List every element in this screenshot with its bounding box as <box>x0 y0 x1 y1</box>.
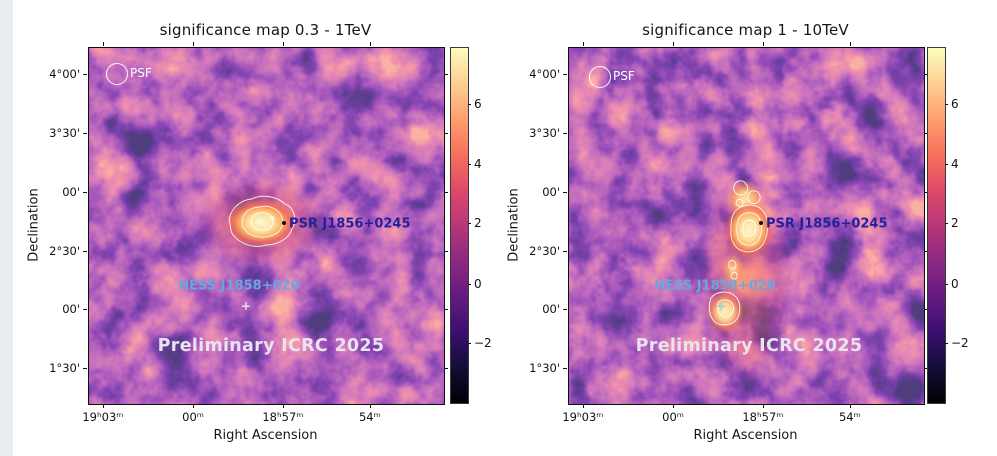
psf-label: PSF <box>613 69 635 83</box>
tick-label: 3°30' <box>49 126 80 141</box>
tick-label: 4 <box>951 157 959 172</box>
left-y-axis-label: Declination <box>26 188 42 262</box>
psf-circle <box>589 66 611 88</box>
tick-label: 19ʰ03ᵐ <box>82 410 124 424</box>
hess-source-label: HESS J1858+020 <box>178 278 300 294</box>
tick-mark <box>468 223 471 224</box>
tick-label: 00ᵐ <box>182 410 204 424</box>
tick-mark <box>282 42 284 46</box>
tick-mark <box>849 42 851 46</box>
tick-mark <box>468 343 471 344</box>
tick-mark <box>83 74 87 76</box>
tick-mark <box>83 250 87 252</box>
tick-label: 00' <box>62 302 80 317</box>
left-colorbar: 6 4 2 0 −2 <box>450 47 492 404</box>
tick-mark <box>102 42 104 46</box>
tick-mark <box>945 223 948 224</box>
tick-label: 4 <box>474 157 482 172</box>
hess-plus-marker: + <box>715 299 727 313</box>
psf-label: PSF <box>130 66 152 80</box>
tick-label: 3°30' <box>529 126 560 141</box>
tick-label: 19ʰ03ᵐ <box>562 410 604 424</box>
tick-mark <box>563 250 567 252</box>
right-significance-map: PSF PSR J1856+0245 HESS J1858+020 + Prel… <box>568 47 925 405</box>
psf-circle <box>106 63 128 85</box>
right-x-axis-label: Right Ascension <box>693 428 798 443</box>
tick-mark <box>762 42 764 46</box>
left-significance-map: PSF PSR J1856+0245 HESS J1858+020 + Prel… <box>88 47 445 405</box>
tick-label: 00' <box>62 184 80 199</box>
tick-label: 0 <box>474 277 482 292</box>
tick-label: 1°30' <box>529 361 560 376</box>
psr-source-label: PSR J1856+0245 <box>766 216 888 232</box>
tick-label: 18ʰ57ᵐ <box>262 410 304 424</box>
tick-label: 4°00' <box>529 67 560 82</box>
tick-label: 00' <box>542 302 560 317</box>
tick-mark <box>563 368 567 370</box>
tick-label: 1°30' <box>49 361 80 376</box>
left-plot-title: significance map 0.3 - 1TeV <box>159 21 372 39</box>
preliminary-watermark: Preliminary ICRC 2025 <box>157 336 385 356</box>
tick-mark <box>193 42 195 46</box>
tick-label: 6 <box>474 97 482 112</box>
tick-mark <box>83 191 87 193</box>
right-y-axis-label: Declination <box>506 188 522 262</box>
tick-mark <box>83 368 87 370</box>
tick-mark <box>83 133 87 135</box>
tick-label: 54ᵐ <box>358 410 381 424</box>
tick-mark <box>563 74 567 76</box>
right-plot-title: significance map 1 - 10TeV <box>642 21 849 39</box>
right-significance-contours <box>708 180 769 326</box>
tick-mark <box>945 164 948 166</box>
tick-label: 18ʰ57ᵐ <box>742 410 784 424</box>
preliminary-watermark: Preliminary ICRC 2025 <box>635 336 863 356</box>
tick-label: 4°00' <box>49 67 80 82</box>
tick-label: 2°30' <box>49 243 80 258</box>
psr-source-label: PSR J1856+0245 <box>289 216 411 232</box>
tick-label: 2 <box>474 216 482 230</box>
tick-mark <box>582 42 584 46</box>
tick-mark <box>468 284 471 286</box>
psr-marker-dot <box>759 221 763 225</box>
page-left-margin-strip <box>0 0 13 456</box>
tick-label: 54ᵐ <box>838 410 861 424</box>
tick-mark <box>945 284 948 286</box>
hess-plus-marker: + <box>240 299 252 313</box>
tick-label: 6 <box>951 97 959 112</box>
tick-label: 0 <box>951 277 959 292</box>
tick-mark <box>563 191 567 193</box>
left-significance-contours <box>229 195 296 247</box>
tick-label: 00' <box>542 184 560 199</box>
tick-label: −2 <box>951 336 969 350</box>
tick-mark <box>563 309 567 311</box>
tick-label: 2°30' <box>529 243 560 258</box>
tick-label: 2 <box>951 216 959 230</box>
tick-label: −2 <box>474 336 492 350</box>
right-colorbar: 6 4 2 0 −2 <box>927 47 969 404</box>
tick-mark <box>468 164 471 166</box>
tick-mark <box>563 133 567 135</box>
tick-label: 00ᵐ <box>662 410 684 424</box>
left-x-axis-label: Right Ascension <box>213 428 318 443</box>
tick-mark <box>83 309 87 311</box>
tick-mark <box>673 42 675 46</box>
psr-marker-dot <box>282 221 286 225</box>
tick-mark <box>945 104 948 106</box>
tick-mark <box>945 343 948 344</box>
tick-mark <box>369 42 371 46</box>
tick-mark <box>468 104 471 106</box>
hess-source-label: HESS J1858+020 <box>654 278 776 294</box>
